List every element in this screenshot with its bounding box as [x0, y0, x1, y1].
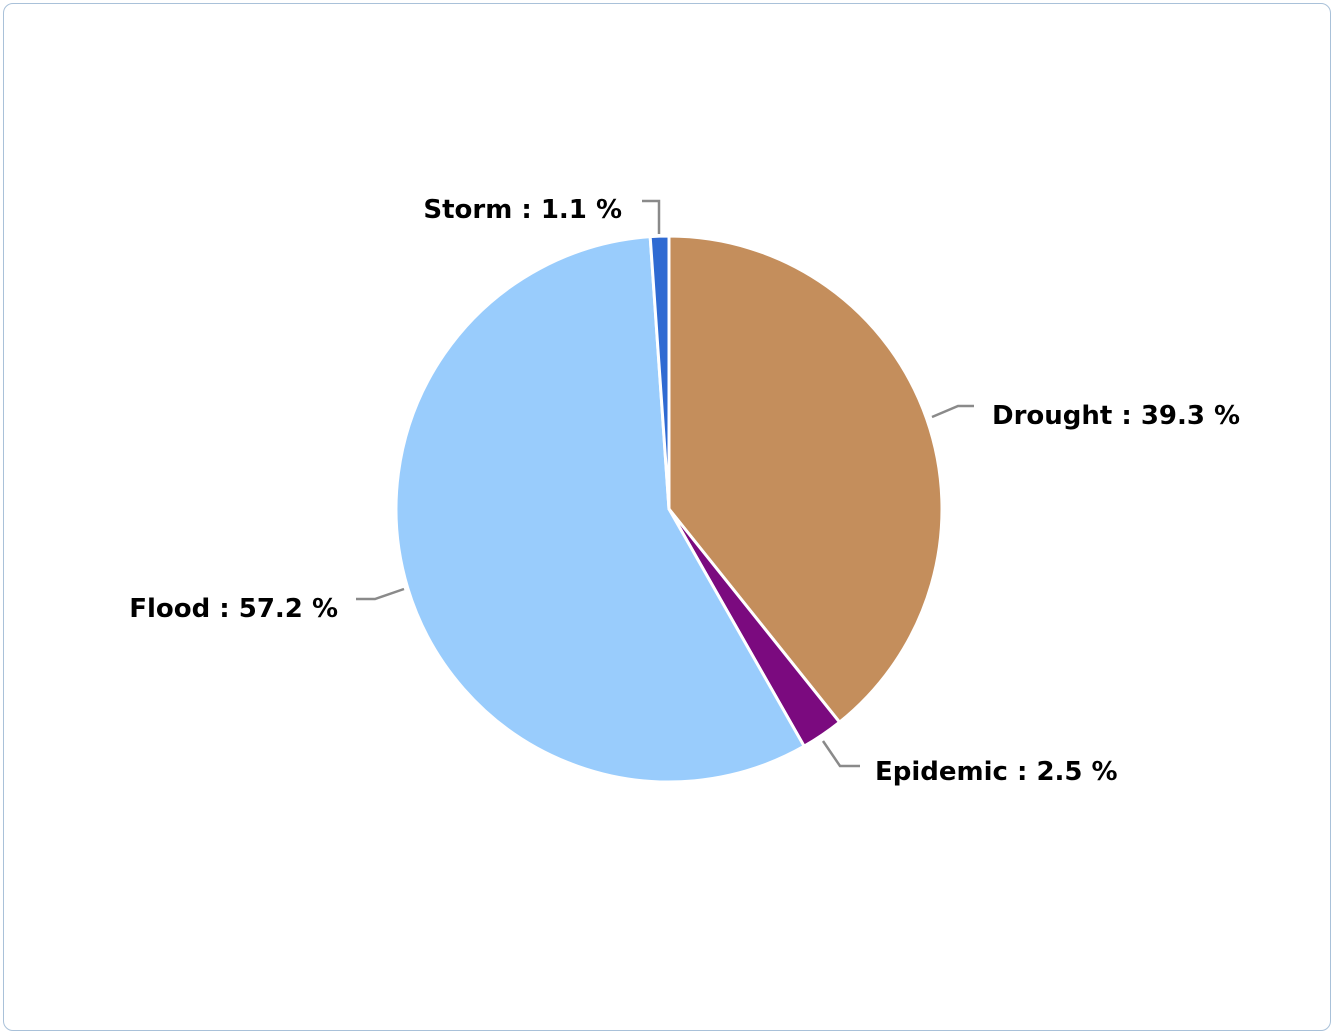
- pie-slice-drought: [667, 234, 944, 724]
- leader-line-flood: [356, 587, 405, 601]
- pie-slices: [394, 234, 944, 784]
- leader-lines: [356, 199, 974, 768]
- leader-line-storm: [642, 199, 661, 234]
- slice-label-flood: Flood : 57.2 %: [129, 594, 338, 624]
- leader-line-drought: [931, 404, 974, 419]
- leader-line-epidemic: [821, 740, 860, 768]
- pie-slice-storm: [648, 234, 671, 511]
- slice-label-epidemic: Epidemic : 2.5 %: [875, 757, 1118, 787]
- slice-label-drought: Drought : 39.3 %: [992, 401, 1240, 431]
- pie-slice-flood: [394, 235, 806, 784]
- slice-labels: Drought : 39.3 % Epidemic : 2.5 % Flood : …: [129, 195, 1240, 787]
- slice-label-storm: Storm : 1.1 %: [423, 195, 622, 225]
